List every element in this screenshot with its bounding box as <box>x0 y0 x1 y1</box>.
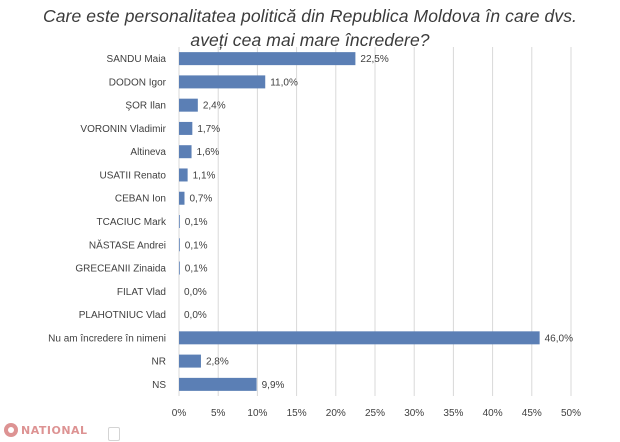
data-label: 2,8% <box>206 357 229 368</box>
x-tick-label: 30% <box>404 408 424 419</box>
data-label: 1,7% <box>197 124 220 135</box>
category-label: NR <box>152 357 166 368</box>
data-label: 0,7% <box>189 194 212 205</box>
data-label: 0,1% <box>185 240 208 251</box>
bar <box>179 168 188 182</box>
bar <box>179 261 180 275</box>
document-icon <box>108 427 120 441</box>
bar <box>179 98 198 112</box>
category-label: USATII Renato <box>99 170 166 181</box>
national-logo-icon <box>4 423 18 437</box>
data-label: 22,5% <box>360 54 388 65</box>
data-label: 1,6% <box>197 147 220 158</box>
bar <box>179 121 193 135</box>
x-tick-label: 35% <box>443 408 463 419</box>
category-label: NS <box>152 380 166 391</box>
bar <box>179 52 356 66</box>
x-tick-label: 45% <box>522 408 542 419</box>
bar <box>179 145 192 159</box>
bar <box>179 377 257 391</box>
data-label: 0,1% <box>185 217 208 228</box>
national-logo: NATIONAL <box>4 421 88 439</box>
category-label: DODON Igor <box>109 77 167 88</box>
category-label: CEBAN Ion <box>115 194 166 205</box>
data-label: 0,0% <box>184 287 207 298</box>
category-label: NĂSTASE Andrei <box>89 238 166 251</box>
category-label: PLAHOTNIUC Vlad <box>79 310 166 321</box>
bar <box>179 75 266 89</box>
chart-title-line-2: aveți cea mai mare încredere? <box>190 30 430 50</box>
chart-title-line-1: Care este personalitatea politică din Re… <box>42 6 578 26</box>
data-label: 2,4% <box>203 101 226 112</box>
data-label: 11,0% <box>270 77 298 88</box>
bar <box>179 354 201 368</box>
x-tick-label: 20% <box>326 408 346 419</box>
x-tick-label: 15% <box>287 408 307 419</box>
category-label: VORONIN Vladimir <box>80 124 166 135</box>
x-tick-label: 5% <box>211 408 226 419</box>
x-tick-label: 50% <box>561 408 581 419</box>
category-label: Altineva <box>130 147 166 158</box>
x-tick-label: 0% <box>172 408 187 419</box>
bar <box>179 238 180 252</box>
category-label: SANDU Maia <box>107 54 167 65</box>
category-label: GRECEANII Zinaida <box>75 264 166 275</box>
x-tick-label: 40% <box>483 408 503 419</box>
data-label: 46,0% <box>545 333 573 344</box>
category-label: TCACIUC Mark <box>97 217 167 228</box>
category-label: ŞOR Ilan <box>125 101 166 112</box>
x-tick-label: 25% <box>365 408 385 419</box>
data-label: 0,0% <box>184 310 207 321</box>
category-label: Nu am încredere în nimeni <box>48 333 166 344</box>
chart-title: Care este personalitatea politică din Re… <box>10 4 610 52</box>
national-logo-text: NATIONAL <box>21 423 88 437</box>
bar <box>179 331 540 345</box>
data-label: 9,9% <box>262 380 285 391</box>
bar <box>179 215 180 228</box>
x-tick-label: 10% <box>247 408 267 419</box>
data-label: 0,1% <box>185 264 208 275</box>
data-label: 1,1% <box>193 170 216 181</box>
bar <box>179 191 185 205</box>
category-label: FILAT Vlad <box>117 287 166 298</box>
